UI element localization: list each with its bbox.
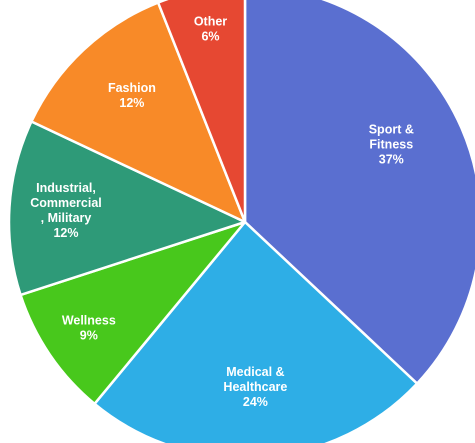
pie-slice [30, 1, 247, 224]
slice-category-label: Commercial [30, 196, 102, 210]
pie-slice [156, 0, 247, 224]
slice-percent-label: 24% [243, 395, 268, 409]
slice-category-label: Healthcare [223, 380, 287, 394]
slice-label: Other 6% [194, 15, 227, 44]
slice-label: Fashion 12% [108, 81, 156, 110]
slice-category-label: , Military [41, 211, 92, 225]
pie-slice [19, 220, 247, 406]
slice-category-label: Industrial, [36, 181, 96, 195]
slice-label: Sport & Fitness 37% [369, 123, 414, 167]
slice-percent-label: 6% [201, 30, 219, 44]
slice-percent-label: 12% [53, 226, 78, 240]
slice-label: Industrial, Commercial, Military 12% [30, 181, 102, 240]
slice-label: Medical & Healthcare 24% [223, 365, 287, 409]
pie-slice [93, 220, 419, 443]
slice-category-label: Fashion [108, 81, 156, 95]
slice-percent-label: 37% [379, 153, 404, 167]
pie-labels: Sport & Fitness 37% Medical & Healthcare 24% W… [30, 15, 414, 409]
slice-category-label: Fitness [369, 138, 413, 152]
slice-category-label: Medical & [226, 365, 284, 379]
pie-slice [243, 0, 475, 385]
slice-category-label: Sport & [369, 123, 414, 137]
slice-percent-label: 12% [119, 96, 144, 110]
slice-category-label: Wellness [62, 314, 116, 328]
pie-slice [7, 120, 247, 297]
slice-label: Wellness 9% [62, 314, 116, 343]
slice-category-label: Other [194, 15, 227, 29]
slice-percent-label: 9% [80, 329, 98, 343]
pie-slices [7, 0, 475, 443]
